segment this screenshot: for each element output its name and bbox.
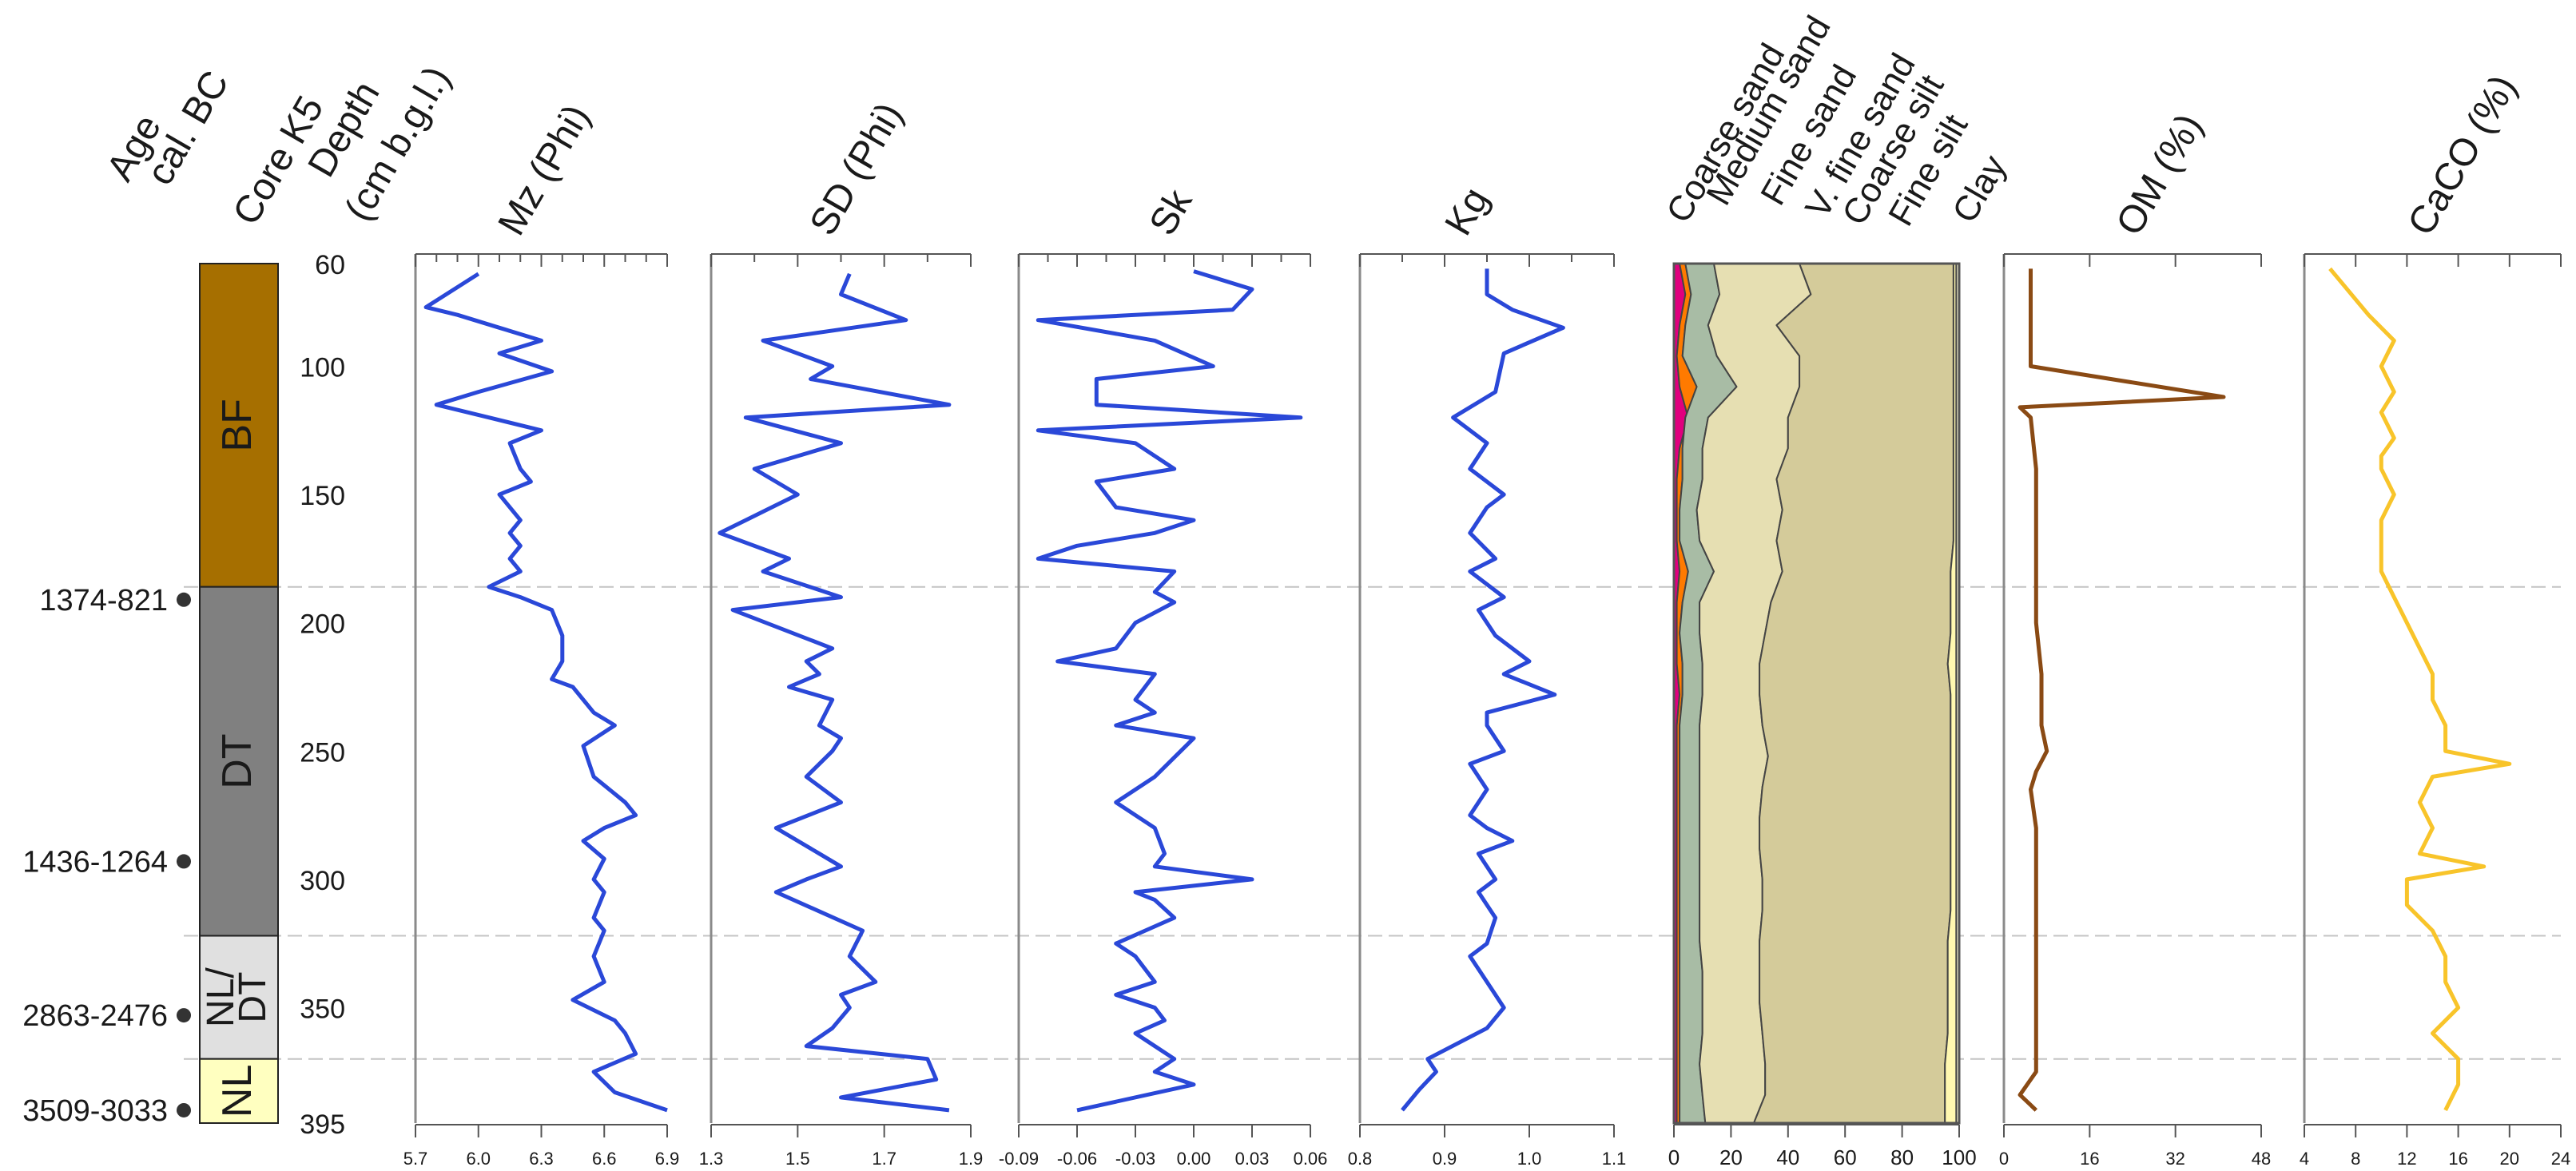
undefined-tick-label-1: 16 [2080, 1149, 2099, 1169]
panel-undefined: 0 16 32 48 OM (%) [1999, 107, 2271, 1169]
depth-tick-300: 300 [300, 866, 345, 896]
undefined-series-line [2328, 267, 2512, 1112]
kg-tick-label-1: 0.9 [1433, 1149, 1457, 1169]
undefined-tick-label-1: 8 [2351, 1149, 2360, 1169]
sd-panel-label: SD (Phi) [802, 96, 912, 243]
sk-tick-label-3: 0.00 [1177, 1149, 1211, 1169]
core-unit-label-3: NL [214, 1065, 260, 1117]
mz-panel-label: Mz (Phi) [491, 97, 598, 242]
panel-mz: 5.7 6.0 6.3 6.6 6.9 Mz (Phi) [403, 97, 680, 1169]
sk-tick-label-4: 0.03 [1235, 1149, 1270, 1169]
mz-tick-label-4: 6.9 [655, 1149, 680, 1169]
depth-tick-60: 60 [315, 250, 345, 280]
panel-undefined: 4 8 12 16 20 24 CaCO (%) [2300, 68, 2570, 1169]
undefined-panel-label: CaCO (%) [2400, 68, 2526, 242]
mz-series-line [423, 272, 668, 1113]
age-label-2: 2863-2476 [22, 999, 168, 1033]
sk-tick-label-5: 0.06 [1294, 1149, 1328, 1169]
depth-tick-395: 395 [300, 1109, 345, 1140]
undefined-tick-label-0: 0 [1999, 1149, 2009, 1169]
kg-tick-label-2: 1.0 [1517, 1149, 1542, 1169]
unit-boundary-lines [184, 586, 2561, 1060]
depth-tick-100: 100 [300, 352, 345, 383]
grain-tick-label-3: 60 [1834, 1145, 1857, 1169]
mz-tick-label-3: 6.6 [592, 1149, 617, 1169]
core-unit-1 [199, 586, 279, 937]
core-unit-label-1: DT [214, 733, 260, 788]
sk-tick-label-1: -0.06 [1057, 1149, 1097, 1169]
age-dot-3 [177, 1102, 191, 1117]
undefined-tick-label-2: 12 [2397, 1149, 2416, 1169]
depth-axis: 60 100 150 200 250 300 350 395 [300, 250, 345, 1140]
age-label-0: 1374-821 [39, 584, 168, 617]
core-unit-2 [199, 935, 279, 1060]
mz-tick-label-2: 6.3 [529, 1149, 554, 1169]
sd-tick-label-1: 1.5 [785, 1149, 810, 1169]
grain-tick-label-5: 100 [1942, 1145, 1976, 1169]
age-label-1: 1436-1264 [22, 845, 168, 879]
grain-tick-label-2: 40 [1776, 1145, 1799, 1169]
kg-series-line [1401, 268, 1565, 1112]
depth-tick-250: 250 [300, 737, 345, 768]
core-unit-0 [199, 263, 279, 588]
sk-tick-label-2: -0.03 [1115, 1149, 1155, 1169]
sd-series-line [718, 272, 952, 1113]
mz-tick-label-1: 6.0 [466, 1149, 491, 1169]
panel-sd: 1.3 1.5 1.7 1.9 SD (Phi) [699, 96, 984, 1169]
age-dot-0 [177, 592, 191, 607]
sd-tick-label-2: 1.7 [872, 1149, 896, 1169]
sk-series-line [1036, 269, 1303, 1113]
core-unit-label-2a: NL/ [200, 967, 242, 1027]
grain-tick-label-1: 20 [1719, 1145, 1743, 1169]
undefined-series-line [2017, 268, 2226, 1112]
header-labels: Age cal. BC Core K5 Depth (cm b.g.l.) [99, 59, 459, 232]
sd-tick-label-0: 1.3 [699, 1149, 724, 1169]
undefined-tick-label-4: 20 [2500, 1149, 2519, 1169]
panel-sk: -0.09 -0.06 -0.03 0.00 0.03 0.06 Sk [999, 182, 1327, 1169]
mz-tick-label-0: 5.7 [403, 1149, 428, 1169]
grain-frame [1672, 262, 1961, 1125]
age-label-3: 3509-3033 [22, 1094, 168, 1128]
age-dot-2 [177, 1008, 191, 1023]
undefined-panel-label: OM (%) [2109, 107, 2212, 243]
grain-tick-label-0: 0 [1668, 1145, 1680, 1169]
age-dot-1 [177, 854, 191, 869]
sd-tick-label-3: 1.9 [959, 1149, 984, 1169]
core-unit-3 [199, 1058, 279, 1125]
age-labels: 1374-821 1436-1264 2863-2476 3509-3033 [22, 584, 191, 1128]
kg-tick-label-0: 0.8 [1348, 1149, 1373, 1169]
core-unit-label-0: BF [214, 399, 260, 451]
sk-tick-label-0: -0.09 [999, 1149, 1039, 1169]
proxy-panels: 5.7 6.0 6.3 6.6 6.9 Mz (Phi) 1.3 1.5 1.7 1.9 SD (P… [403, 68, 2571, 1169]
depth-tick-150: 150 [300, 481, 345, 511]
undefined-tick-label-3: 16 [2448, 1149, 2467, 1169]
sk-panel-label: Sk [1142, 182, 1201, 243]
undefined-tick-label-5: 24 [2551, 1149, 2570, 1169]
depth-tick-350: 350 [300, 994, 345, 1024]
grain-tick-label-4: 80 [1890, 1145, 1914, 1169]
depth-tick-200: 200 [300, 609, 345, 640]
kg-tick-label-3: 1.1 [1602, 1149, 1627, 1169]
kg-panel-label: Kg [1437, 181, 1497, 242]
undefined-tick-label-3: 48 [2252, 1149, 2271, 1169]
core-unit-label-2b: DT [232, 972, 274, 1023]
undefined-tick-label-0: 4 [2300, 1149, 2309, 1169]
panel-kg: 0.8 0.9 1.0 1.1 Kg [1348, 181, 1627, 1169]
undefined-tick-label-2: 32 [2165, 1149, 2184, 1169]
